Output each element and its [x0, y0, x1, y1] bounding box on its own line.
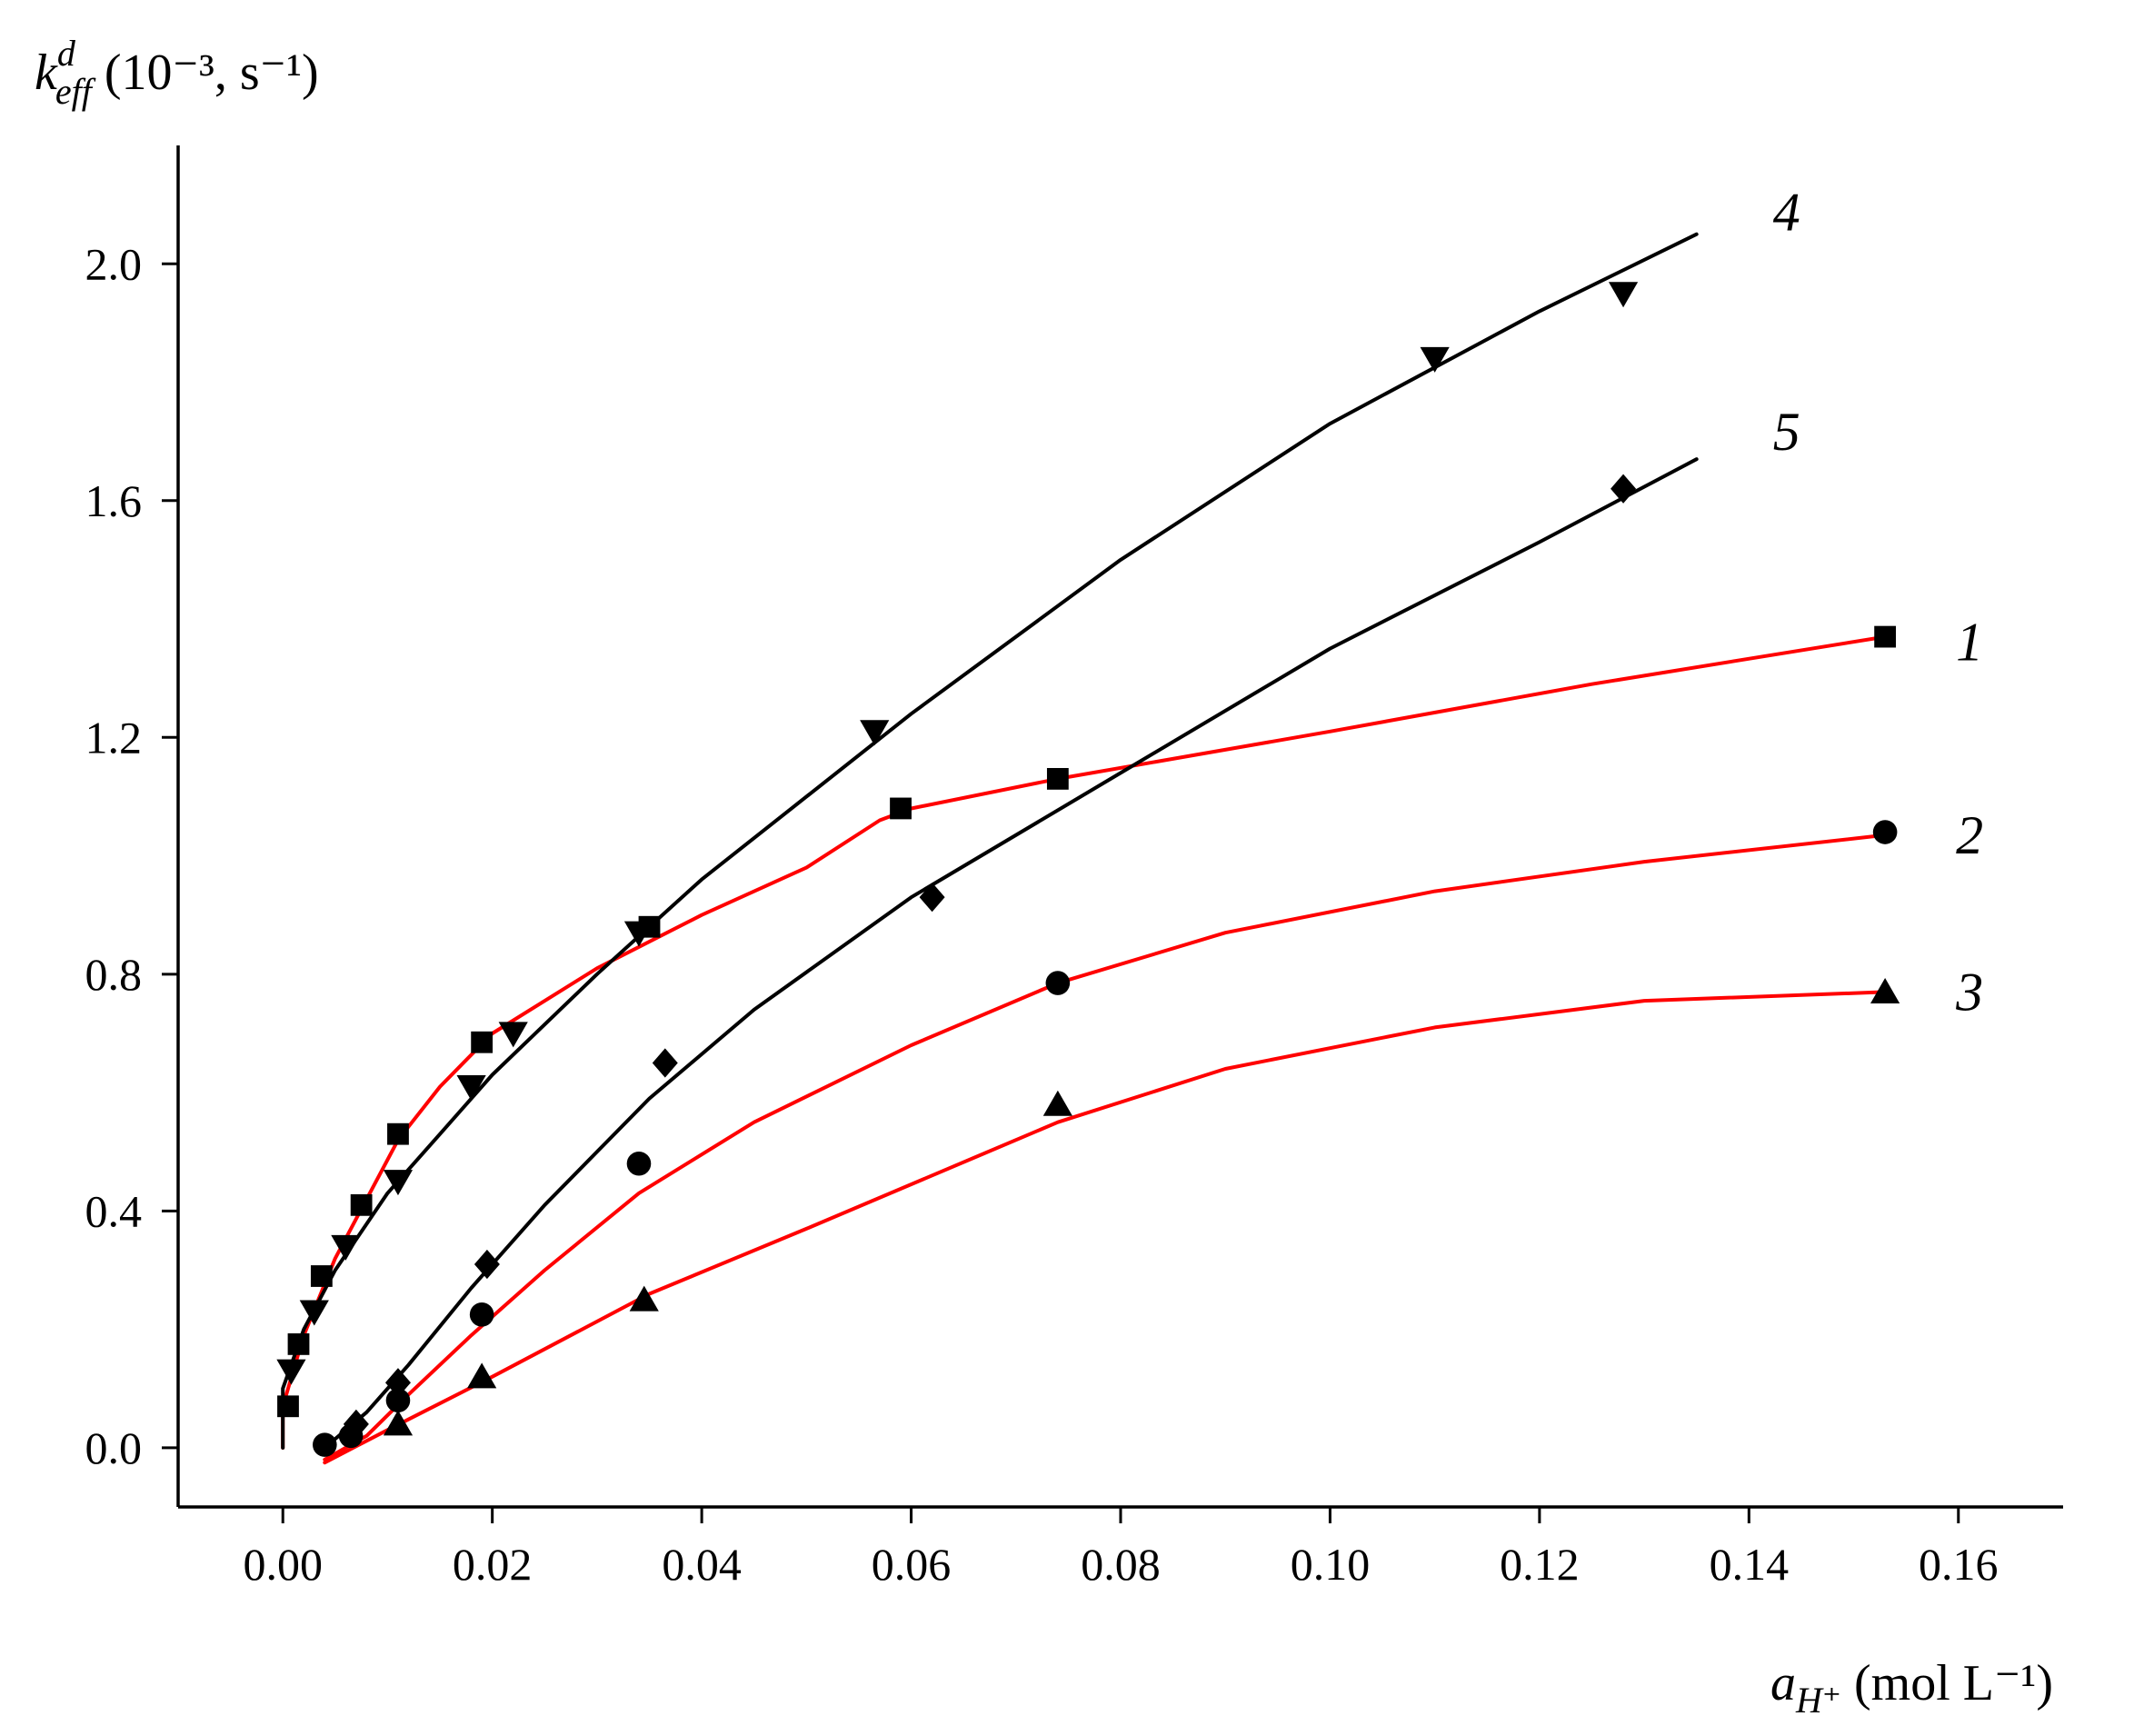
- y-axis-superscript: d: [57, 33, 76, 74]
- series-label-2: 2: [1956, 805, 1983, 865]
- x-tick-label: 0.12: [1500, 1539, 1580, 1590]
- data-point-series-2: [385, 1388, 411, 1413]
- data-point-series-3: [1870, 977, 1900, 1003]
- series-label-5: 5: [1773, 402, 1800, 462]
- data-points: [276, 282, 1900, 1457]
- data-point-series-3: [467, 1362, 497, 1389]
- x-tick-label: 0.06: [872, 1539, 952, 1590]
- data-point-series-5: [474, 1249, 500, 1280]
- series-label-4: 4: [1773, 183, 1800, 243]
- y-axis-title: kd eff (10⁻³, s⁻¹): [35, 33, 319, 112]
- data-point-series-4: [331, 1234, 361, 1261]
- series-labels: 1 2 3 4 5: [1773, 183, 1983, 1023]
- x-tick-label: 0.04: [662, 1539, 742, 1590]
- data-point-series-1: [1046, 767, 1069, 790]
- x-axis-title: aH⁺ (mol L⁻¹): [1770, 1655, 2053, 1721]
- data-point-series-2: [1872, 820, 1898, 844]
- data-point-series-3: [629, 1285, 659, 1312]
- data-point-series-4: [1420, 346, 1450, 373]
- data-point-series-1: [350, 1193, 373, 1216]
- x-tick-label: 0.14: [1710, 1539, 1790, 1590]
- data-point-series-1: [471, 1031, 494, 1053]
- x-tick-label: 0.16: [1919, 1539, 1999, 1590]
- fit-curve-series-2: [323, 833, 1888, 1462]
- x-axis-units: (mol L⁻¹): [1841, 1655, 2053, 1711]
- y-tick-label: 0.4: [85, 1185, 143, 1236]
- data-point-series-5: [652, 1048, 678, 1078]
- data-point-series-4: [383, 1170, 414, 1196]
- y-tick-label: 1.6: [85, 475, 143, 526]
- y-axis-subscript: eff: [55, 71, 96, 112]
- data-point-series-5: [343, 1409, 369, 1439]
- data-point-series-1: [310, 1265, 333, 1287]
- data-point-series-1: [890, 797, 912, 820]
- data-point-series-5: [919, 883, 945, 913]
- y-tick-label: 2.0: [85, 238, 143, 289]
- data-point-series-5: [384, 1368, 411, 1398]
- data-point-series-4: [1608, 282, 1639, 308]
- data-point-series-4: [299, 1300, 329, 1326]
- y-axis-symbol: k: [35, 45, 58, 101]
- y-tick-label: 0.0: [85, 1422, 143, 1473]
- fit-curve-series-3: [323, 990, 1888, 1465]
- data-point-series-4: [276, 1359, 306, 1385]
- fit-curve-series-1: [281, 634, 1888, 1450]
- y-tick-label: 0.8: [85, 949, 143, 1000]
- data-point-series-4: [456, 1074, 486, 1101]
- data-point-series-3: [1042, 1090, 1072, 1116]
- y-tick-label: 1.2: [85, 712, 143, 763]
- data-point-series-1: [277, 1395, 299, 1418]
- data-point-series-2: [313, 1432, 337, 1457]
- series-label-1: 1: [1956, 613, 1983, 673]
- x-tick-label: 0.00: [243, 1539, 323, 1590]
- data-point-series-1: [287, 1332, 310, 1355]
- x-axis-subscript: H⁺: [1795, 1680, 1841, 1721]
- data-point-series-2: [469, 1302, 494, 1327]
- data-point-series-4: [623, 921, 654, 947]
- x-tick-label: 0.08: [1081, 1539, 1161, 1590]
- series-label-3: 3: [1955, 962, 1983, 1022]
- ticks: 0.00 0.02 0.04 0.06 0.08 0.10 0.12 0.14 0.16 0.0 0…: [85, 238, 1999, 1590]
- x-tick-label: 0.02: [453, 1539, 533, 1590]
- x-axis-symbol: a: [1770, 1655, 1796, 1711]
- data-point-series-2: [1045, 971, 1071, 995]
- y-axis-units: (10⁻³, s⁻¹): [92, 45, 319, 101]
- data-point-series-3: [383, 1410, 414, 1436]
- fit-curves: [281, 232, 1888, 1465]
- fit-curve-series-5: [323, 457, 1699, 1450]
- data-point-series-2: [626, 1151, 652, 1176]
- data-point-series-4: [860, 720, 890, 746]
- data-point-series-1: [387, 1122, 409, 1145]
- fit-curve-series-4: [281, 232, 1699, 1450]
- data-point-series-1: [1874, 625, 1897, 648]
- data-point-series-5: [1610, 474, 1637, 504]
- data-point-series-4: [498, 1022, 528, 1048]
- x-tick-label: 0.10: [1291, 1539, 1371, 1590]
